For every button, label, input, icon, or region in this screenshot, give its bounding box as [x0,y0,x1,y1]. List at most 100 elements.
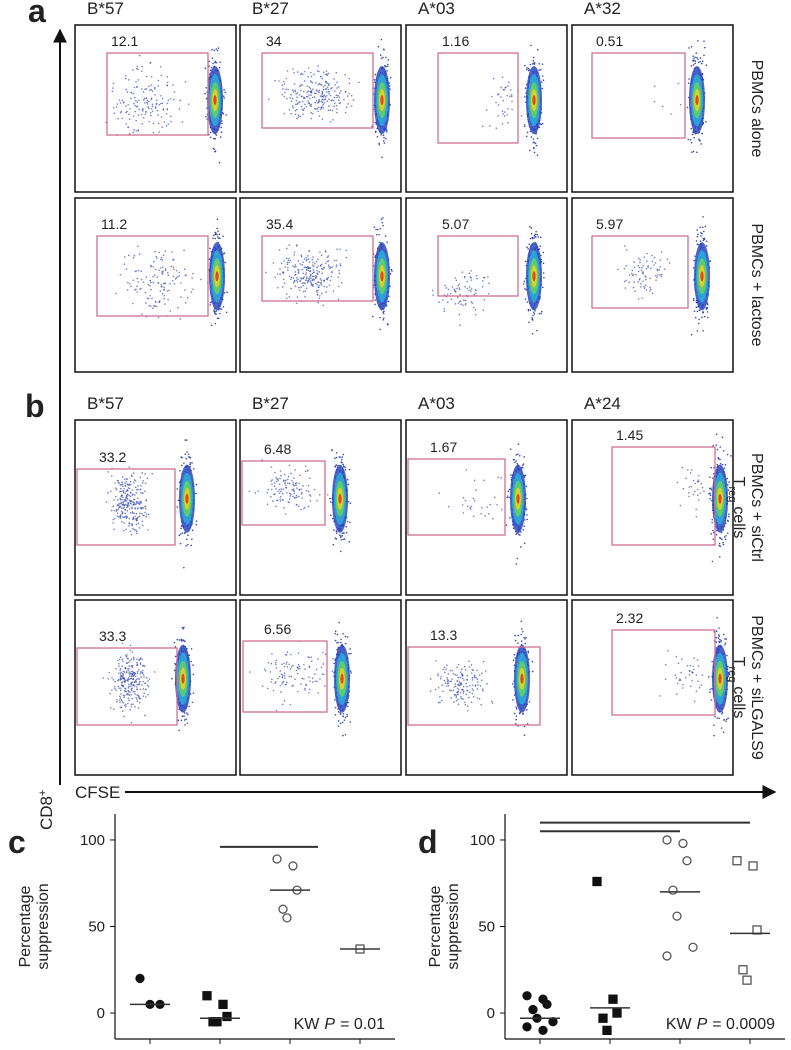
event-dot [389,273,392,275]
event-dot [130,523,133,526]
event-dot [122,670,125,673]
event-dot [696,235,699,238]
event-dot [105,501,108,503]
event-dot [541,63,544,65]
event-dot [123,256,126,258]
event-dot [150,97,153,100]
event-dot [326,74,329,77]
event-dot [148,100,150,103]
event-dot [320,108,322,111]
event-dot [300,493,303,495]
event-dot [125,500,128,502]
event-dot [170,265,173,268]
event-dot [348,92,350,95]
event-dot [179,469,181,472]
event-dot [339,712,341,714]
event-dot [135,288,137,291]
event-dot [483,479,485,482]
event-dot [109,706,112,709]
event-dot [155,305,158,308]
event-dot [724,463,727,466]
event-dot [711,518,714,521]
event-dot [685,477,687,480]
event-dot [136,658,138,660]
event-dot [127,702,129,705]
event-dot [350,672,352,674]
event-dot [113,528,115,530]
event-dot [125,268,128,270]
event-dot [136,700,139,703]
gate-percentage: 12.1 [111,33,138,49]
event-dot [128,699,130,702]
event-dot [128,283,131,285]
event-dot [328,266,330,268]
event-dot [670,113,672,115]
event-dot [126,678,129,681]
event-dot [526,246,528,249]
event-dot [325,262,327,264]
event-dot [120,507,123,509]
event-dot [694,56,696,59]
event-dot [148,85,150,88]
event-dot [139,657,142,660]
event-dot [135,270,138,272]
event-dot [525,485,528,488]
event-dot [473,479,476,482]
event-dot [136,101,139,103]
event-dot [270,680,272,683]
event-dot [306,265,309,268]
event-dot [312,269,315,271]
event-dot [140,113,143,116]
event-dot [167,123,170,125]
event-dot [375,228,377,231]
event-dot [342,453,345,456]
event-dot [124,687,126,690]
event-dot [332,543,335,546]
event-dot [142,479,144,482]
event-dot [383,142,386,144]
event-dot [119,667,122,670]
event-dot [326,100,329,102]
event-dot [637,264,640,267]
event-dot [112,522,114,524]
event-dot [139,662,142,664]
event-dot [134,515,137,518]
event-dot [174,655,177,658]
event-dot [136,285,138,288]
event-dot [130,681,133,684]
event-dot [470,277,472,279]
event-dot [462,304,464,306]
event-dot [298,101,301,104]
event-dot [248,490,251,493]
event-dot [379,316,381,319]
event-dot [125,679,128,681]
event-dot [156,276,159,278]
event-dot [383,49,385,51]
event-dot [509,95,511,97]
event-dot [322,268,324,271]
event-dot [705,120,707,123]
event-dot [176,275,179,278]
event-dot [151,297,153,300]
event-dot [310,656,313,658]
event-dot [149,114,152,117]
event-dot [376,135,379,138]
event-dot [134,96,136,99]
event-dot [378,233,380,236]
event-dot [382,56,384,59]
event-dot [326,91,328,93]
event-dot [710,533,713,535]
event-dot [321,272,323,275]
event-dot [316,89,318,92]
event-dot [171,251,173,253]
event-dot [286,651,289,653]
event-dot [379,54,382,56]
event-dot [119,689,122,692]
event-dot [144,482,147,485]
event-dot [470,301,473,303]
event-dot [538,62,541,65]
event-dot [321,92,324,95]
event-dot [289,259,292,262]
event-dot [306,85,309,87]
event-dot [138,99,140,102]
